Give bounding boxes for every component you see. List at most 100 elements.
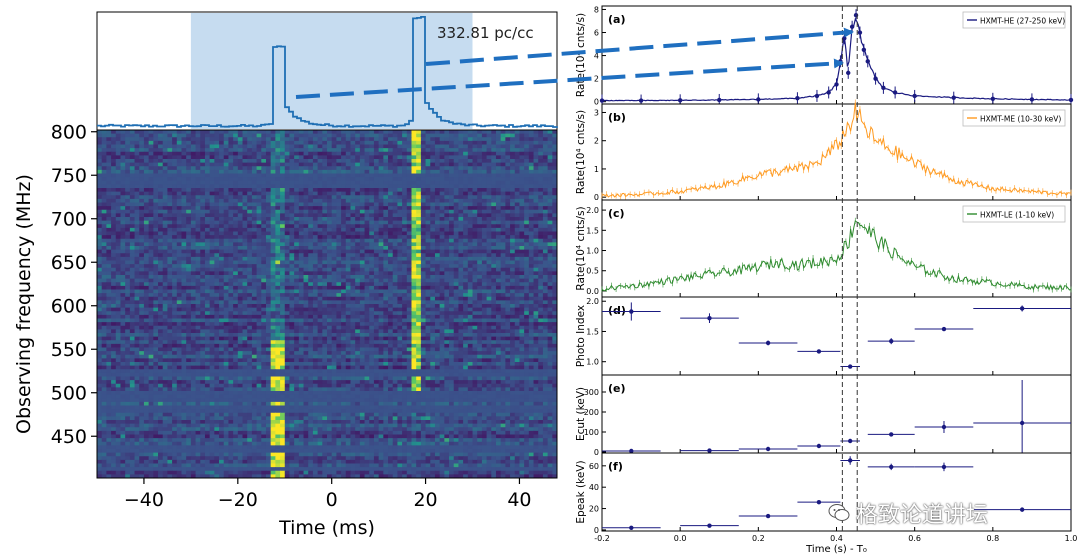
heatmap-cell	[327, 289, 333, 294]
heatmap-cell	[200, 227, 206, 233]
heatmap-cell	[327, 285, 333, 291]
heatmap-cell	[111, 159, 117, 164]
heatmap-cell	[345, 249, 351, 254]
heatmap-cell	[134, 217, 140, 222]
heatmap-cell	[373, 155, 380, 160]
heatmap-cell	[322, 166, 328, 171]
heatmap-cell	[101, 191, 107, 196]
heatmap-cell	[209, 231, 215, 236]
heatmap-cell	[270, 166, 276, 171]
heatmap-cell	[101, 227, 107, 233]
heatmap-cell	[388, 206, 394, 211]
heatmap-cell	[322, 213, 328, 218]
heatmap-cell	[247, 256, 253, 262]
heatmap-cell	[519, 260, 525, 265]
heatmap-cell	[533, 260, 539, 265]
heatmap-cell	[251, 140, 258, 146]
heatmap-cell	[416, 282, 422, 287]
heatmap-cell	[439, 159, 445, 164]
heatmap-cell	[392, 260, 398, 265]
heatmap-cell	[528, 202, 535, 207]
heatmap-cell	[533, 130, 539, 135]
heatmap-cell	[209, 267, 215, 272]
heatmap-cell	[237, 256, 244, 262]
heatmap-cell	[289, 209, 295, 214]
heatmap-cell	[219, 285, 225, 291]
heatmap-cell	[209, 180, 215, 185]
heatmap-cell	[106, 238, 112, 243]
heatmap-cell	[341, 307, 347, 312]
heatmap-cell	[383, 137, 389, 142]
heatmap-cell	[298, 140, 305, 146]
heatmap-cell	[528, 293, 535, 298]
heatmap-cell	[373, 184, 380, 189]
heatmap-cell	[514, 304, 520, 309]
heatmap-cell	[186, 275, 192, 280]
heatmap-cell	[411, 191, 417, 196]
heatmap-cell	[495, 217, 502, 222]
heatmap-cell	[186, 195, 192, 200]
heatmap-cell	[345, 300, 351, 305]
heatmap-cell	[416, 184, 422, 189]
heatmap-cell	[261, 231, 267, 236]
heatmap-cell	[280, 300, 286, 305]
heatmap-cell	[524, 184, 530, 189]
heatmap-cell	[458, 188, 464, 193]
heatmap-cell	[533, 162, 539, 167]
heatmap-cell	[228, 159, 234, 164]
heatmap-cell	[500, 169, 506, 175]
heatmap-cell	[402, 159, 408, 164]
heatmap-cell	[524, 130, 530, 135]
heatmap-cell	[181, 275, 187, 280]
heatmap-cell	[298, 148, 305, 153]
heatmap-cell	[449, 177, 455, 182]
heatmap-cell	[275, 220, 281, 225]
heatmap-cell	[486, 249, 492, 254]
heatmap-cell	[275, 238, 281, 243]
heatmap-cell	[223, 246, 229, 251]
heatmap-cell	[472, 227, 478, 233]
heatmap-cell	[439, 246, 445, 251]
heatmap-cell	[242, 180, 248, 185]
heatmap-cell	[416, 271, 422, 276]
heatmap-cell	[176, 159, 182, 164]
heatmap-cell	[425, 137, 431, 142]
heatmap-cell	[190, 264, 197, 269]
heatmap-cell	[495, 198, 502, 204]
heatmap-cell	[115, 188, 121, 193]
heatmap-cell	[420, 235, 427, 240]
heatmap-cell	[397, 246, 403, 251]
heatmap-cell	[143, 227, 150, 233]
heatmap-cell	[153, 137, 159, 142]
heatmap-cell	[303, 180, 309, 185]
heatmap-cell	[251, 311, 258, 316]
heatmap-cell	[392, 151, 398, 156]
heatmap-cell	[106, 180, 112, 185]
heatmap-cell	[378, 220, 384, 225]
heatmap-cell	[411, 173, 417, 178]
heatmap-cell	[111, 209, 117, 214]
heatmap-cell	[425, 159, 431, 164]
heatmap-cell	[434, 202, 441, 207]
heatmap-cell	[434, 169, 441, 175]
heatmap-cell	[322, 206, 328, 211]
heatmap-cell	[275, 311, 281, 316]
heatmap-cell	[294, 130, 300, 135]
heatmap-cell	[388, 162, 394, 167]
heatmap-cell	[439, 278, 445, 283]
heatmap-cell	[416, 180, 422, 185]
heatmap-cell	[359, 140, 366, 146]
heatmap-cell	[256, 202, 262, 207]
heatmap-cell	[458, 293, 464, 298]
heatmap-cell	[172, 242, 178, 247]
heatmap-cell	[312, 264, 319, 269]
heatmap-cell	[158, 188, 164, 193]
heatmap-cell	[345, 195, 351, 200]
heatmap-cell	[312, 278, 319, 283]
heatmap-cell	[312, 256, 319, 262]
heatmap-cell	[233, 220, 239, 225]
heatmap-cell	[204, 159, 211, 164]
heatmap-cell	[510, 267, 516, 272]
heatmap-cell	[97, 253, 103, 258]
heatmap-cell	[228, 235, 234, 240]
